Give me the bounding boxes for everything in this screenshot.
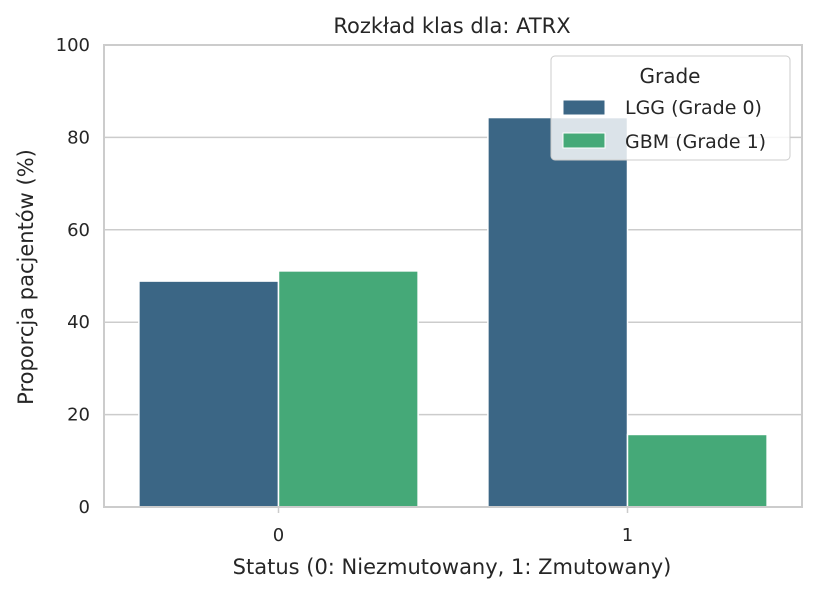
legend-label-lgg: LGG (Grade 0) <box>625 97 762 119</box>
y-tick-label: 100 <box>56 35 90 56</box>
y-tick-label: 40 <box>67 312 90 333</box>
bar-lgg-1 <box>487 116 629 508</box>
legend-title: Grade <box>640 64 701 88</box>
y-axis-label: Proporcja pacjentów (%) <box>14 149 38 405</box>
bar-gbm-1 <box>626 433 768 508</box>
x-tick-label: 1 <box>622 525 633 546</box>
x-tick-label: 0 <box>273 525 284 546</box>
y-tick-label: 80 <box>67 127 90 148</box>
legend-label-gbm: GBM (Grade 1) <box>625 131 766 153</box>
legend-box <box>550 55 791 161</box>
legend-swatch-gbm <box>562 132 606 149</box>
y-axis-ticks: 0 20 40 60 80 100 <box>56 35 90 518</box>
plot-frame <box>103 44 803 508</box>
x-axis-label: Status (0: Niezmutowany, 1: Zmutowany) <box>233 555 672 579</box>
y-tick-label: 20 <box>67 405 90 426</box>
axes-frame <box>103 44 803 508</box>
y-tick-label: 0 <box>79 497 90 518</box>
y-tick-label: 60 <box>67 220 90 241</box>
bar-gbm-0 <box>277 270 419 508</box>
bars <box>138 116 768 508</box>
legend: Grade LGG (Grade 0) GBM (Grade 1) <box>550 55 791 161</box>
chart-title: Rozkład klas dla: ATRX <box>333 14 570 38</box>
legend-swatch-lgg <box>562 99 606 116</box>
bar-lgg-0 <box>138 280 280 508</box>
